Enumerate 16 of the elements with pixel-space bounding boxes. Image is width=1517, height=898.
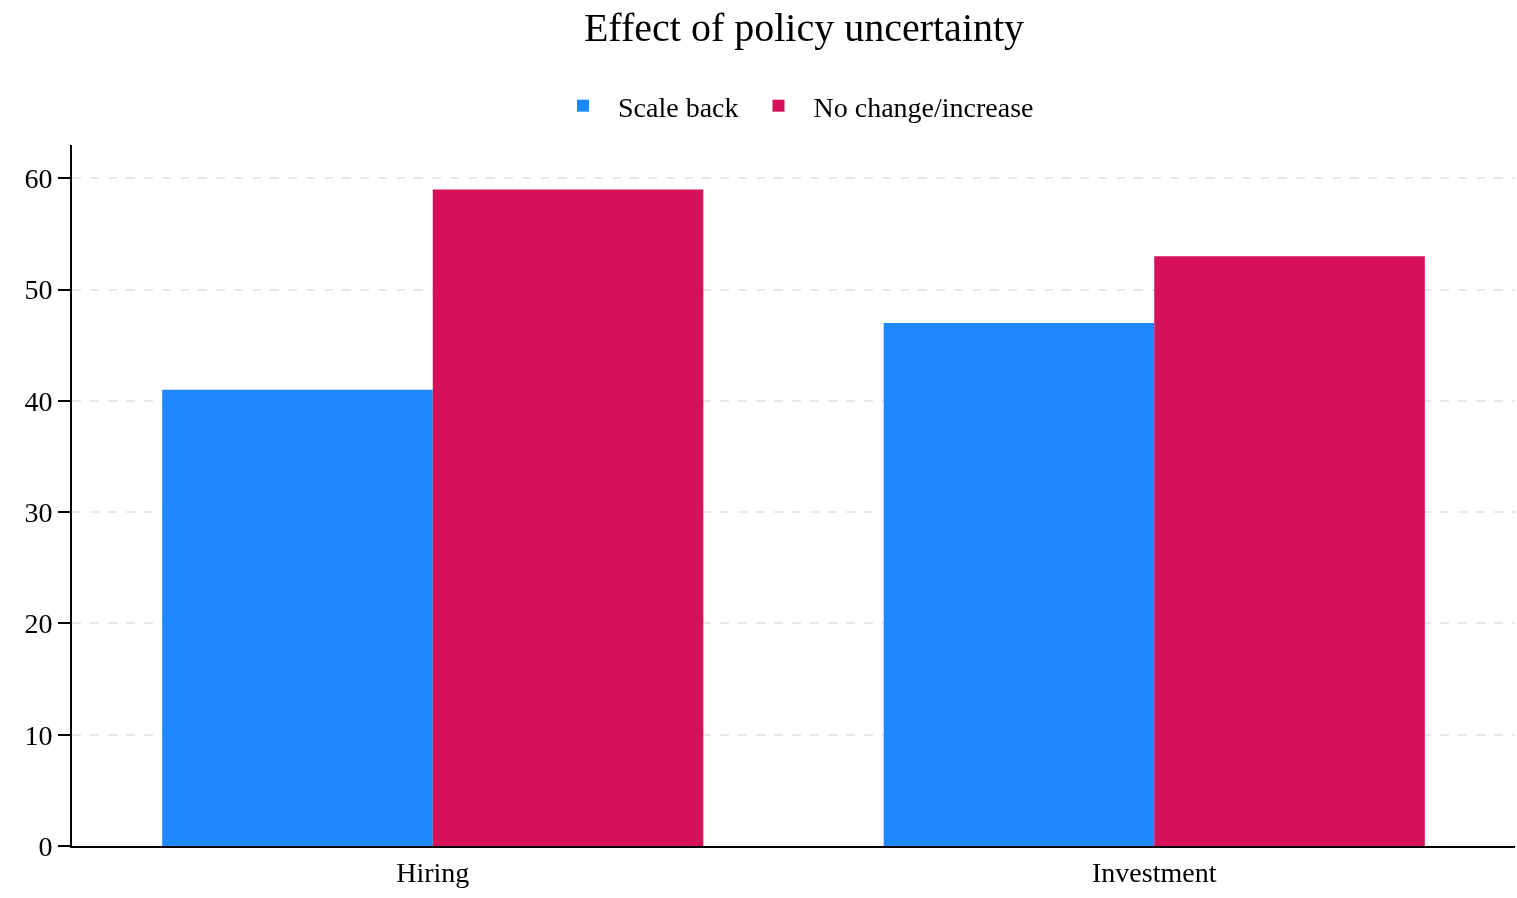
y-tick-label: 30: [24, 496, 53, 528]
bar: [1154, 256, 1425, 846]
y-tick-label: 10: [24, 719, 53, 751]
y-tick-label: 40: [24, 385, 53, 417]
x-tick-label: Investment: [1092, 856, 1217, 888]
x-tick-label: Hiring: [396, 856, 470, 888]
legend-label: Scale back: [618, 91, 739, 123]
legend-label: No change/increase: [813, 91, 1034, 123]
chart-title: Effect of policy uncertainty: [583, 5, 1025, 51]
y-tick-label: 20: [24, 608, 53, 640]
y-tick-label: 60: [24, 163, 53, 195]
bar: [432, 189, 704, 846]
bar: [883, 323, 1155, 846]
y-tick-label: 0: [38, 830, 53, 862]
bar: [162, 389, 433, 846]
y-tick-label: 50: [24, 274, 53, 306]
